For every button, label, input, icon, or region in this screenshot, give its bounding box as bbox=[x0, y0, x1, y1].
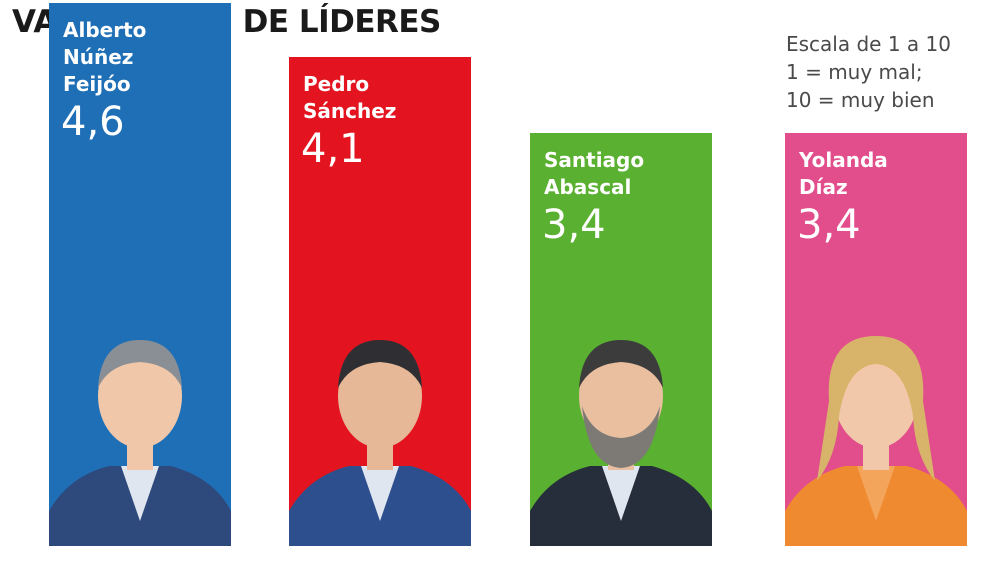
bar-value-label: 3,4 bbox=[797, 202, 861, 248]
bar-label: Santiago Abascal bbox=[544, 148, 645, 199]
bar-value-label: 3,4 bbox=[542, 202, 606, 248]
bar-label: Yolanda Díaz bbox=[799, 148, 888, 199]
bar-2: Pedro Sánchez 4,1 bbox=[289, 57, 471, 546]
bar-4: Yolanda Díaz 3,4 bbox=[785, 133, 967, 546]
leader-photo bbox=[785, 336, 967, 546]
bar-1: Alberto Núñez Feijóo 4,6 bbox=[49, 3, 231, 546]
legend-line-scale: Escala de 1 a 10 bbox=[786, 32, 951, 56]
legend-line-max: 10 = muy bien bbox=[786, 88, 935, 112]
bar-value-label: 4,6 bbox=[61, 99, 125, 145]
bar-value-label: 4,1 bbox=[301, 126, 365, 172]
legend-line-min: 1 = muy mal; bbox=[786, 60, 923, 84]
bar-3: Santiago Abascal 3,4 bbox=[530, 133, 712, 546]
leader-photo bbox=[289, 340, 471, 546]
leader-photo bbox=[530, 340, 712, 546]
bar-label: Pedro Sánchez bbox=[303, 72, 397, 123]
leader-photo bbox=[49, 340, 231, 546]
scale-legend: Escala de 1 a 10 1 = muy mal; 10 = muy b… bbox=[786, 30, 951, 114]
bar-label: Alberto Núñez Feijóo bbox=[63, 18, 147, 96]
